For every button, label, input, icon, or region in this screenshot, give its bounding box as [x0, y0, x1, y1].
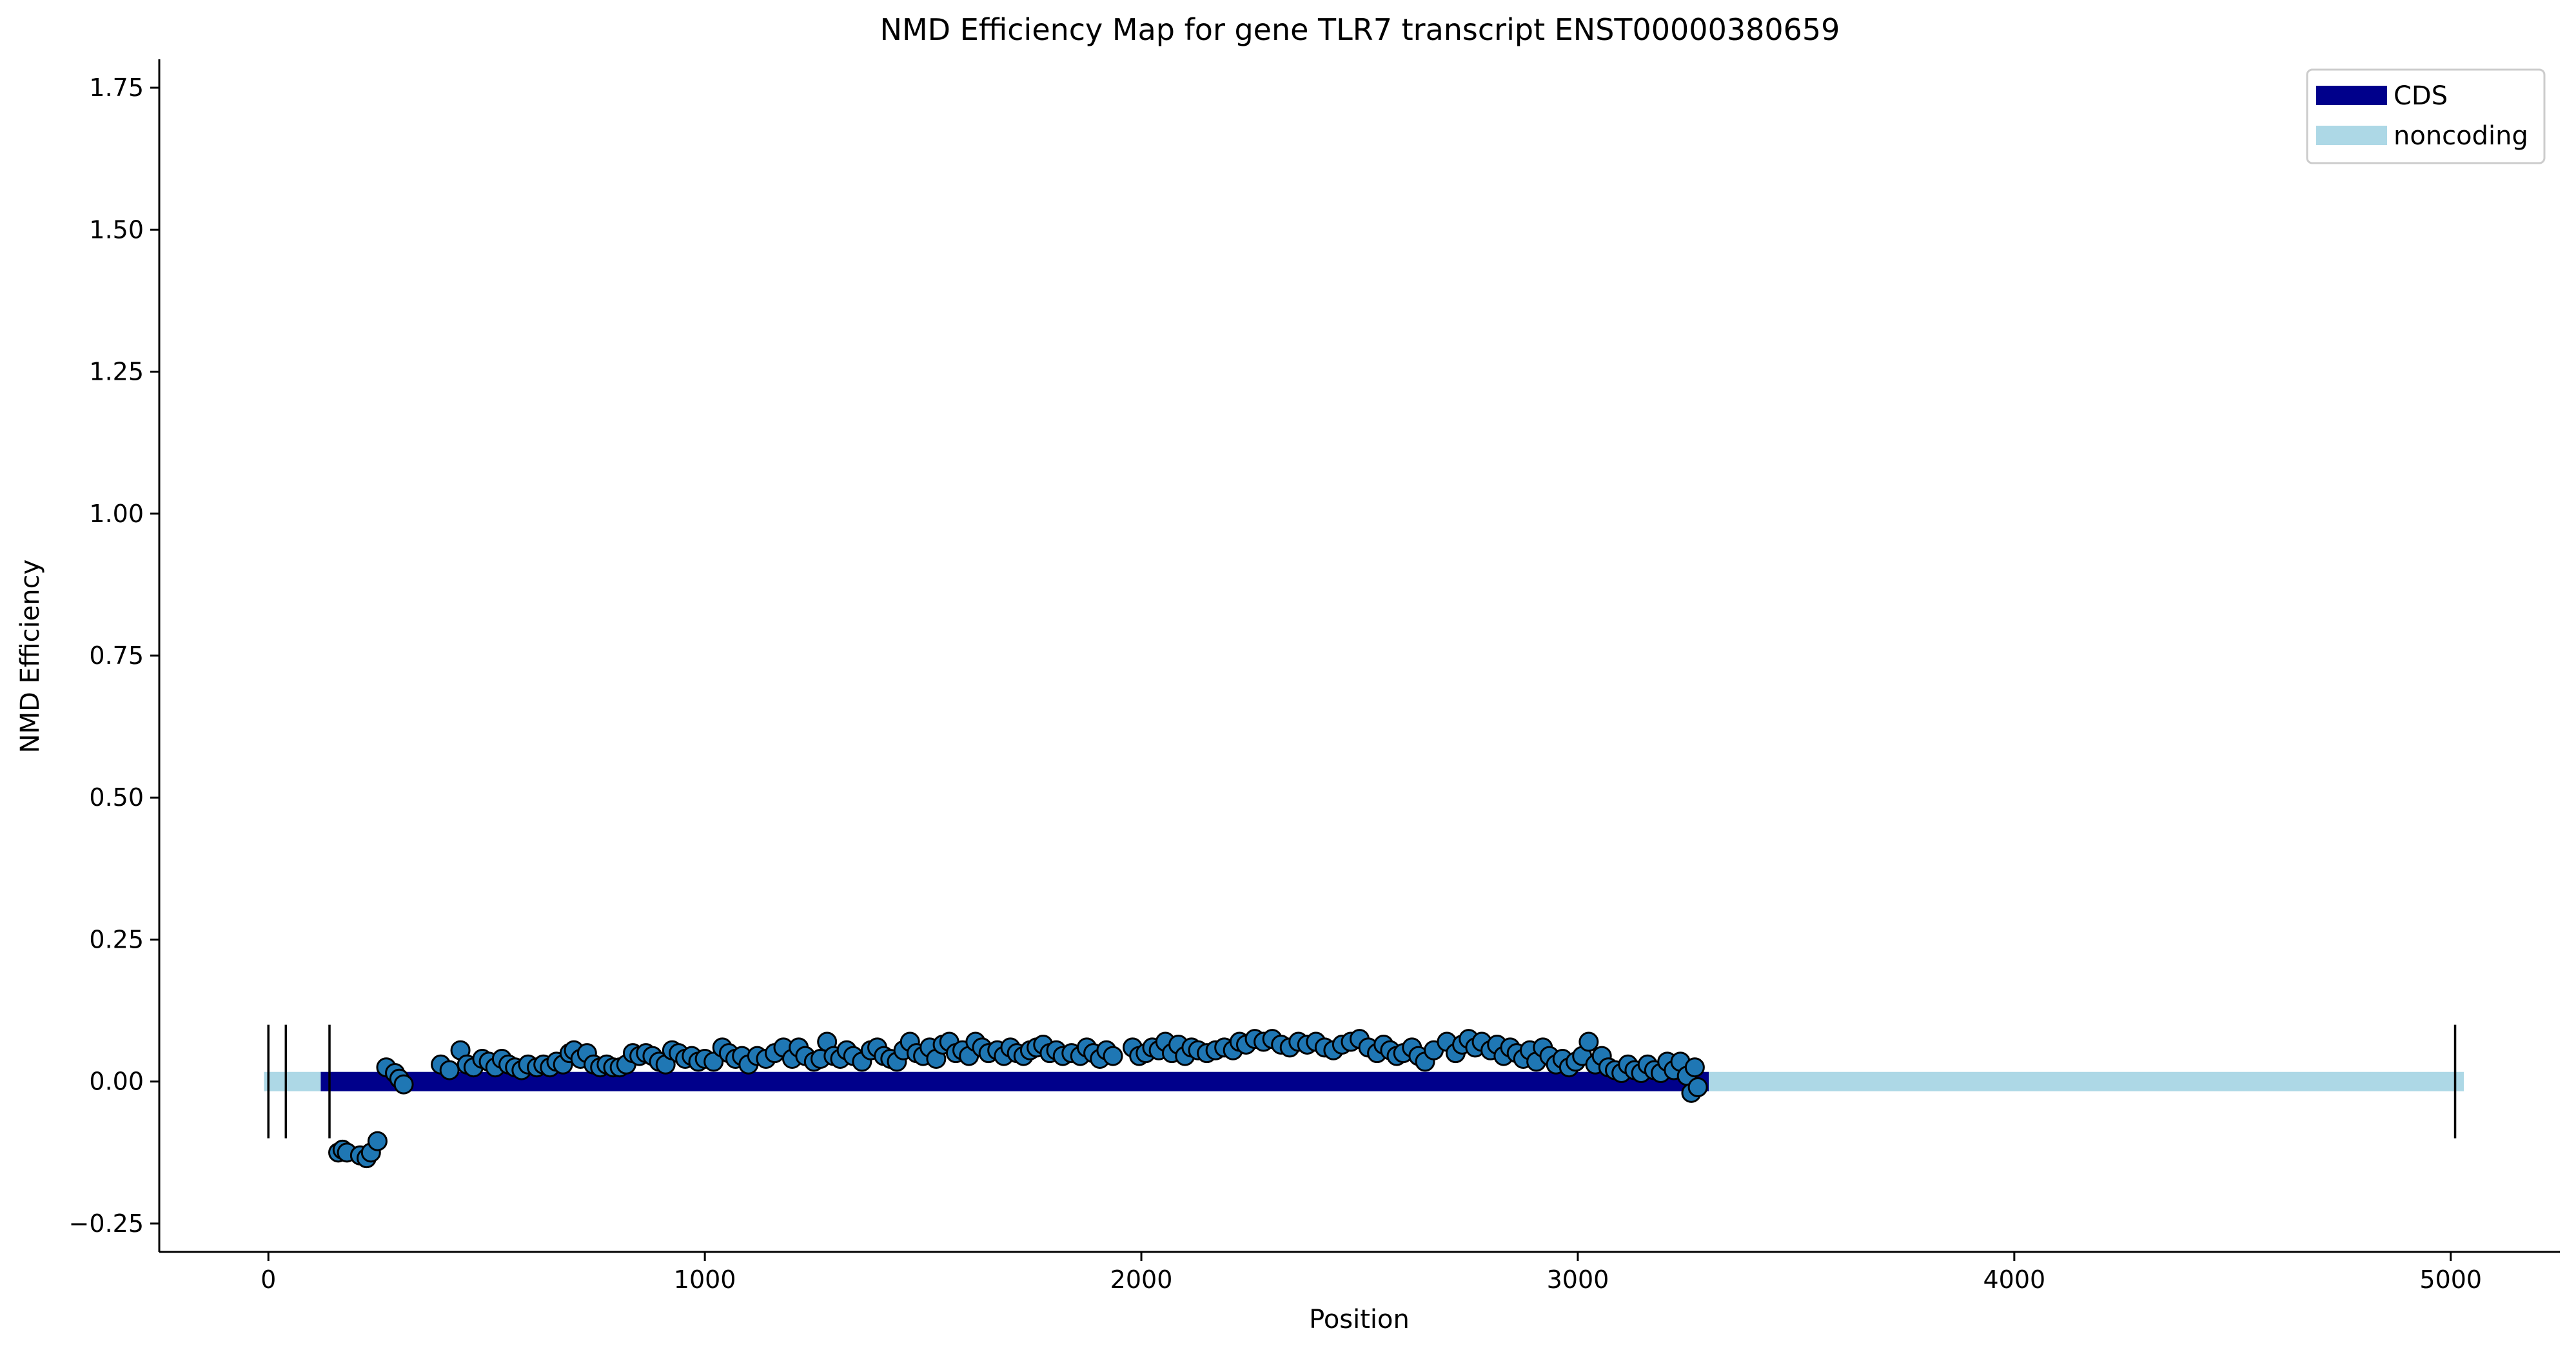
- legend-label-cds: CDS: [2394, 81, 2448, 111]
- data-point: [393, 1074, 414, 1095]
- y-ticks-layer: −0.25 0.00 0.25 0.50 0.75 1.00 1.25 1.50 1.75: [69, 73, 159, 1238]
- y-tick-label: 1.00: [89, 500, 144, 528]
- y-tick-label: 0.25: [89, 925, 144, 953]
- data-point: [439, 1060, 460, 1080]
- y-tick-label: −0.25: [69, 1209, 144, 1238]
- y-tick-label: 1.25: [89, 358, 144, 386]
- y-axis-label: NMD Efficiency: [15, 560, 45, 754]
- x-ticks-layer: 0 1000 2000 3000 4000 5000: [261, 1252, 2482, 1294]
- data-point: [703, 1051, 724, 1072]
- y-tick-label: 0.75: [89, 641, 144, 670]
- y-tick-label: 0.00: [89, 1068, 144, 1096]
- exon-boundaries-layer: [267, 1024, 2457, 1138]
- data-point: [367, 1131, 388, 1151]
- legend-label-noncoding: noncoding: [2394, 121, 2528, 151]
- y-tick-label: 0.50: [89, 783, 144, 812]
- data-point: [1103, 1046, 1123, 1066]
- x-tick-label: 1000: [674, 1265, 736, 1294]
- data-point: [1684, 1057, 1705, 1078]
- x-tick-label: 4000: [1983, 1265, 2046, 1294]
- x-tick-label: 3000: [1547, 1265, 1609, 1294]
- legend: CDS noncoding: [2306, 68, 2546, 164]
- x-tick-label: 0: [261, 1265, 276, 1294]
- y-tick-label: 1.50: [89, 215, 144, 244]
- data-point: [1578, 1031, 1599, 1052]
- x-tick-label: 5000: [2419, 1265, 2482, 1294]
- y-tick-label: 1.75: [89, 73, 144, 102]
- points-layer: [328, 1029, 1708, 1169]
- x-tick-label: 2000: [1110, 1265, 1173, 1294]
- x-axis-label: Position: [1309, 1305, 1410, 1334]
- chart-title: NMD Efficiency Map for gene TLR7 transcr…: [880, 12, 1840, 47]
- data-point: [1687, 1077, 1708, 1098]
